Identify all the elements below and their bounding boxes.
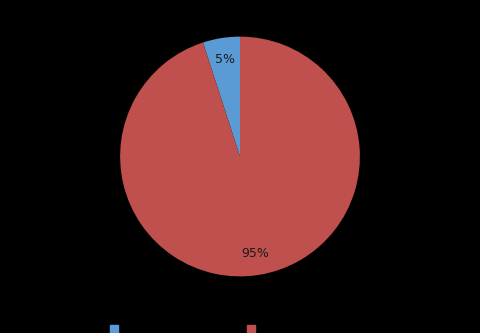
Wedge shape <box>120 37 360 276</box>
Text: 95%: 95% <box>241 247 269 260</box>
Legend: Wages & Salaries, Grants & Subsidies: Wages & Salaries, Grants & Subsidies <box>105 321 375 333</box>
Text: 5%: 5% <box>215 53 235 66</box>
Wedge shape <box>203 37 240 157</box>
